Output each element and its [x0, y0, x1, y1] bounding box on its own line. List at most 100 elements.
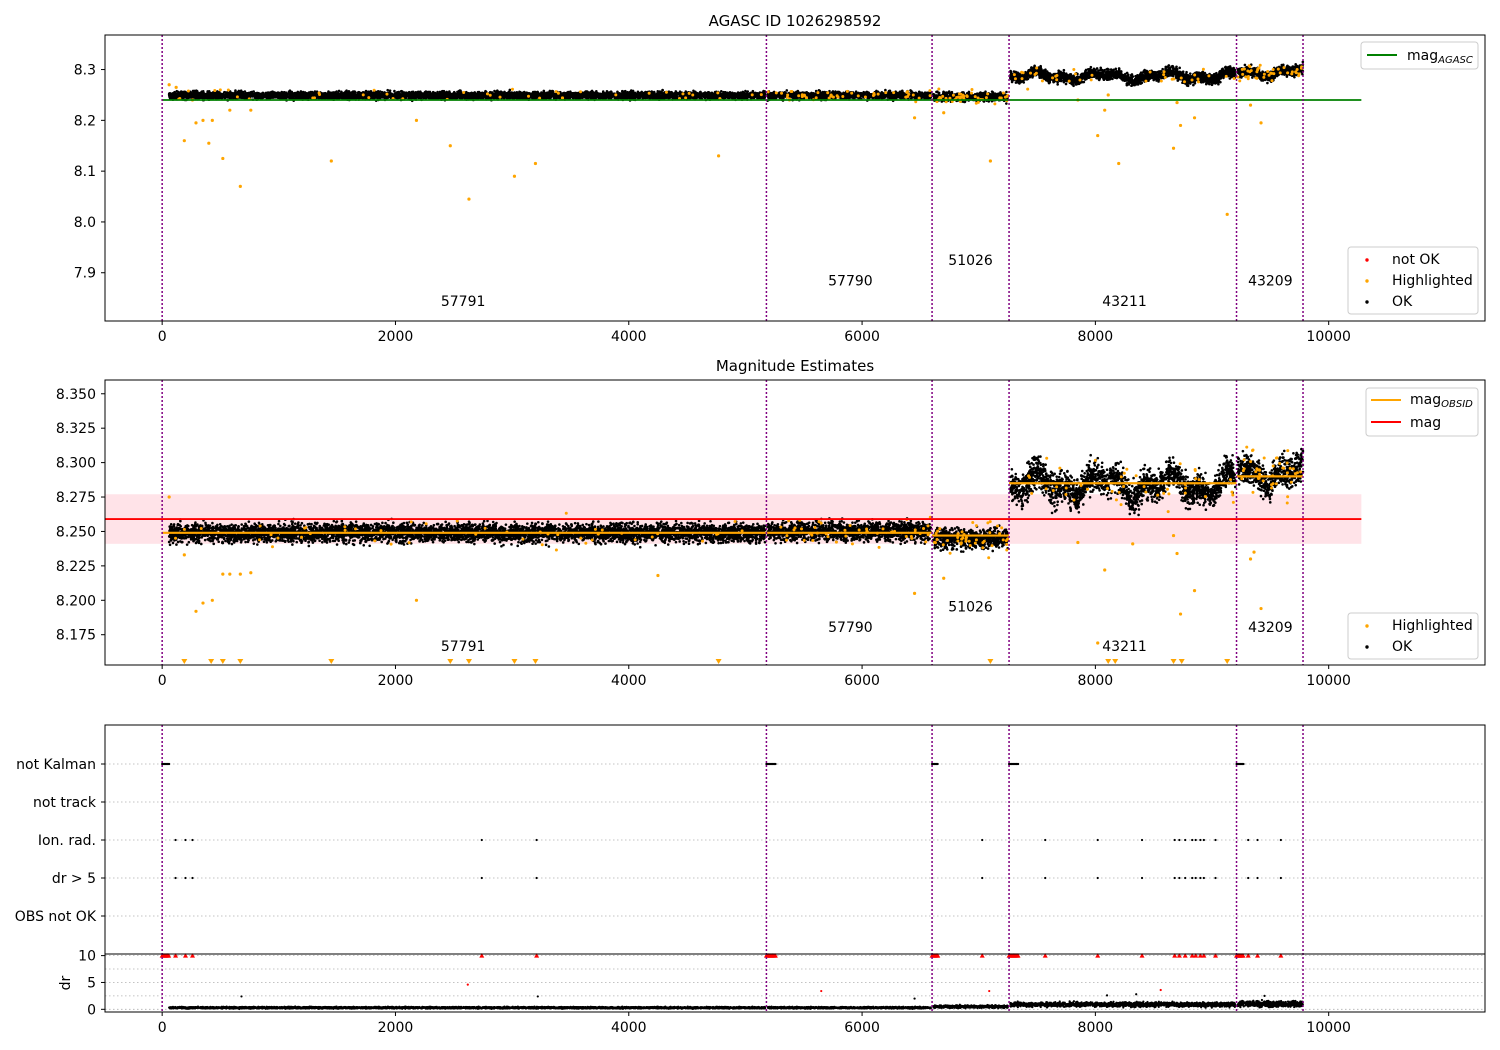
ok-point: [724, 95, 727, 98]
ok-point: [508, 93, 512, 97]
ok-point: [282, 94, 286, 97]
ok-point: [359, 94, 363, 98]
ok-point: [692, 96, 696, 99]
ok-point: [282, 91, 286, 95]
ok-point: [194, 90, 198, 93]
ok-point: [607, 96, 610, 100]
ok-point: [652, 95, 655, 99]
ok-point: [275, 93, 279, 96]
ok-point: [334, 93, 338, 97]
ok-point: [467, 96, 470, 100]
ok-point: [618, 92, 622, 96]
ok-point: [201, 89, 205, 93]
ok-point: [387, 95, 391, 99]
ok-point: [234, 89, 237, 92]
ok-point: [479, 93, 482, 97]
ok-point: [334, 96, 337, 100]
ok-point: [506, 95, 510, 99]
ok-point: [431, 92, 435, 96]
ok-point: [393, 89, 396, 93]
ok-point: [606, 92, 609, 95]
ok-point: [525, 91, 529, 94]
ok-point: [194, 93, 197, 97]
ok-point: [181, 95, 184, 98]
ok-point: [414, 95, 418, 99]
ok-point: [439, 91, 443, 95]
ok-point: [208, 96, 211, 99]
ok-point: [455, 96, 459, 100]
ok-point: [344, 90, 347, 93]
ok-point: [388, 91, 391, 94]
ok-point: [695, 96, 699, 99]
ok-point: [741, 92, 744, 96]
ok-point: [609, 90, 613, 93]
ok-point: [727, 96, 731, 99]
ok-point: [264, 91, 268, 95]
ok-point: [386, 88, 390, 92]
ok-point: [252, 90, 255, 93]
ok-point: [428, 96, 431, 100]
ok-point: [376, 96, 379, 100]
panel-1-title: AGASC ID 1026298592: [709, 12, 882, 30]
ok-point: [555, 96, 558, 100]
ok-point: [168, 92, 171, 95]
ok-point: [713, 93, 716, 97]
ok-point: [273, 93, 276, 96]
ok-point: [417, 92, 420, 96]
ok-point: [381, 91, 384, 95]
ok-point: [441, 93, 444, 97]
ok-point: [452, 92, 456, 96]
ok-point: [255, 94, 258, 98]
ok-point: [536, 94, 539, 98]
ok-point: [284, 96, 288, 99]
ok-point: [531, 92, 535, 96]
ok-point: [308, 95, 312, 99]
ok-point: [627, 95, 631, 99]
ok-point: [400, 89, 403, 93]
ok-point: [257, 96, 261, 100]
ok-point: [493, 89, 496, 93]
ok-point: [270, 95, 274, 98]
ok-point: [242, 95, 245, 99]
ok-point: [722, 92, 726, 95]
ok-point: [181, 92, 184, 96]
ok-point: [626, 92, 629, 95]
ok-point: [659, 94, 663, 97]
ok-point: [633, 91, 637, 95]
ok-point: [522, 92, 526, 95]
ok-point: [335, 90, 338, 93]
ok-point: [337, 89, 341, 93]
ok-point: [280, 90, 283, 94]
ok-point: [287, 90, 291, 93]
ok-point: [428, 90, 432, 94]
ok-point: [576, 94, 580, 98]
ok-point: [733, 92, 736, 95]
ok-point: [261, 95, 265, 98]
ok-point: [649, 95, 653, 99]
ok-point: [244, 93, 247, 96]
ok-point: [296, 90, 300, 94]
ok-point: [735, 92, 738, 96]
ok-point: [409, 93, 413, 97]
ok-point: [169, 94, 173, 98]
ok-point: [590, 95, 593, 99]
ok-point: [310, 90, 314, 94]
ok-point: [278, 95, 282, 99]
ok-point: [542, 89, 546, 93]
ok-point: [189, 92, 193, 96]
ok-point: [476, 92, 479, 96]
ok-point: [379, 95, 382, 99]
ok-point: [230, 93, 234, 96]
ok-point: [268, 92, 271, 95]
ok-point: [572, 92, 576, 95]
ok-point: [417, 96, 420, 99]
ok-point: [656, 89, 660, 93]
ok-point: [383, 94, 387, 98]
ok-point: [457, 89, 461, 93]
panel-1-data-layer: [167, 60, 1305, 216]
ok-point: [490, 96, 494, 99]
ok-point: [471, 93, 474, 97]
panel-agasc: AGASC ID 1026298592 57791577905102643211…: [74, 12, 1486, 345]
